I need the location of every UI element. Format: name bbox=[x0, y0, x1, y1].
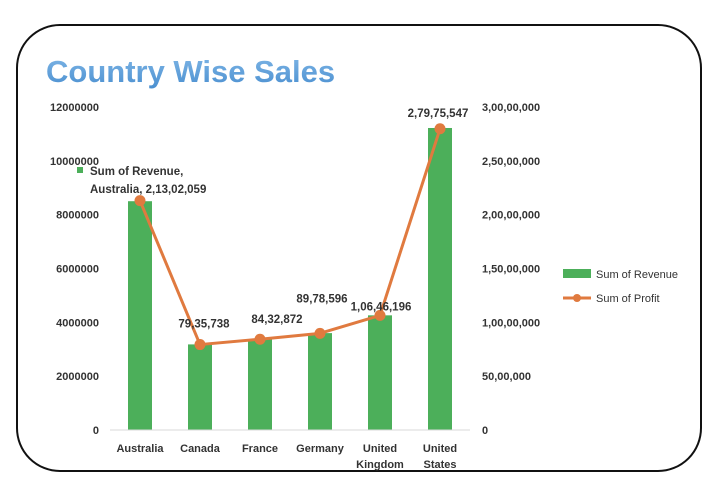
profit-data-label: 89,78,596 bbox=[296, 293, 347, 305]
y-left-tick-label: 2000000 bbox=[56, 371, 99, 383]
y-left-tick-label: 8000000 bbox=[56, 210, 99, 222]
y-right-tick-label: 2,00,00,000 bbox=[482, 210, 540, 222]
profit-data-label: 2,79,75,547 bbox=[408, 108, 469, 120]
profit-data-label: 1,06,46,196 bbox=[351, 301, 412, 313]
x-tick-label: Canada bbox=[180, 443, 221, 455]
revenue-label-key bbox=[77, 167, 83, 173]
y-right-tick-label: 2,50,00,000 bbox=[482, 156, 540, 168]
revenue-bar bbox=[188, 344, 212, 430]
y-right-tick-label: 1,50,00,000 bbox=[482, 264, 540, 276]
y-right-tick-label: 0 bbox=[482, 425, 488, 437]
legend-marker-profit bbox=[573, 294, 581, 302]
y-left-tick-label: 0 bbox=[93, 425, 99, 437]
profit-data-label: 84,32,872 bbox=[251, 314, 302, 326]
x-tick-label: Germany bbox=[296, 443, 345, 455]
profit-marker bbox=[374, 309, 386, 321]
revenue-bar bbox=[368, 315, 392, 430]
x-tick-label: France bbox=[242, 443, 278, 455]
profit-data-label: 79,35,738 bbox=[178, 319, 230, 331]
chart-title: Country Wise Sales bbox=[46, 54, 335, 89]
legend-label-revenue: Sum of Revenue bbox=[596, 269, 678, 281]
revenue-bar bbox=[428, 127, 452, 431]
profit-line bbox=[138, 128, 442, 347]
profit-marker bbox=[434, 123, 446, 135]
profit-marker bbox=[254, 333, 266, 345]
x-tick-label: United States bbox=[423, 443, 457, 471]
y-left-tick-label: 12000000 bbox=[50, 102, 99, 114]
x-tick-label: United Kingdom bbox=[356, 443, 404, 471]
y-left-tick-label: 10000000 bbox=[50, 156, 99, 168]
y-left-tick-label: 4000000 bbox=[56, 317, 99, 329]
revenue-bar bbox=[248, 339, 272, 430]
revenue-data-label: Sum of Revenue, Australia, 2,13,02,059 bbox=[90, 166, 206, 196]
legend-swatch-revenue bbox=[563, 269, 591, 278]
revenue-bar bbox=[128, 201, 152, 430]
profit-marker bbox=[194, 339, 206, 351]
y-left-tick-label: 6000000 bbox=[56, 264, 99, 276]
y-right-tick-label: 1,00,00,000 bbox=[482, 317, 540, 329]
legend-label-profit: Sum of Profit bbox=[596, 293, 660, 305]
profit-marker bbox=[314, 327, 326, 339]
profit-marker bbox=[134, 195, 146, 207]
y-right-tick-label: 3,00,00,000 bbox=[482, 102, 540, 114]
revenue-bar bbox=[308, 333, 332, 430]
y-right-tick-label: 50,00,000 bbox=[482, 371, 531, 383]
x-tick-label: Australia bbox=[116, 443, 164, 455]
